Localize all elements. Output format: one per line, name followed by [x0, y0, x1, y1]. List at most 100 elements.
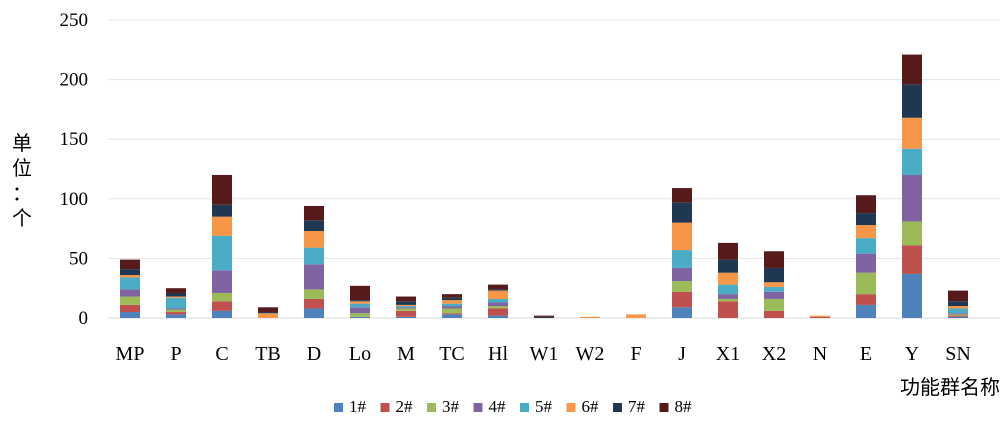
bar-segment — [488, 290, 508, 299]
bar-segment — [488, 284, 508, 290]
bar-segment — [856, 238, 876, 254]
bar-segment — [626, 314, 646, 318]
bar-segment — [948, 290, 968, 302]
legend-label: 3# — [442, 397, 460, 416]
legend-swatch — [659, 403, 669, 412]
bar-segment — [856, 213, 876, 226]
bar-segment — [856, 304, 876, 318]
bar-segment — [718, 272, 738, 285]
legend-label: 6# — [582, 397, 600, 416]
bar-segment — [120, 296, 140, 305]
bar-segment — [304, 205, 324, 221]
bar-segment — [902, 84, 922, 118]
bar-segment — [120, 269, 140, 276]
legend-swatch — [520, 403, 529, 412]
x-tick-label: TB — [255, 343, 281, 365]
bar-segment — [534, 315, 554, 317]
y-axis-label-char: 位 — [12, 157, 32, 180]
x-tick-label: X1 — [716, 343, 740, 365]
bar-segment — [166, 312, 186, 315]
bar-segment — [120, 289, 140, 297]
bar-segment — [534, 316, 554, 318]
bar-segment — [212, 301, 232, 311]
bar-segment — [764, 267, 784, 283]
bar-segment — [488, 298, 508, 303]
bar-segment — [442, 313, 462, 315]
bar-segment — [488, 308, 508, 316]
bar-segment — [672, 291, 692, 308]
legend-swatch — [613, 403, 622, 412]
bar-segment — [902, 245, 922, 274]
bar-segment — [120, 312, 140, 318]
bar-segment — [304, 230, 324, 248]
bar-segment — [948, 301, 968, 307]
bar-segment — [396, 301, 416, 305]
bar-segment — [902, 221, 922, 246]
bar-segment — [166, 292, 186, 297]
legend-label: 7# — [628, 397, 646, 416]
legend-swatch — [473, 403, 483, 412]
bar-segment — [948, 306, 968, 309]
bar-segment — [120, 259, 140, 270]
y-tick-label: 0 — [79, 308, 89, 329]
bar-segment — [304, 298, 324, 309]
bar-segment — [442, 314, 462, 318]
bar-segment — [718, 301, 738, 318]
bar-segment — [166, 309, 186, 313]
bar-segment — [902, 117, 922, 149]
x-tick-label: W2 — [576, 343, 605, 365]
x-tick-label: Y — [905, 343, 919, 365]
bar-segment — [212, 292, 232, 302]
bar-segment — [258, 307, 278, 313]
bar-segment — [764, 310, 784, 318]
y-axis-label: 单位 ：个 — [12, 132, 32, 230]
bar-segment — [442, 303, 462, 307]
bar-segment — [902, 54, 922, 85]
bar-segment — [902, 148, 922, 175]
x-tick-label: X2 — [762, 343, 786, 365]
bar-segment — [672, 202, 692, 223]
x-tick-label: M — [397, 343, 415, 365]
bar-segment — [764, 251, 784, 268]
bar-segment — [258, 313, 278, 318]
y-tick-label: 100 — [60, 189, 89, 210]
bar-segment — [350, 300, 370, 302]
x-tick-label: Hl — [488, 343, 508, 365]
y-axis-label-char: ： — [12, 183, 32, 205]
bar-segment — [350, 316, 370, 318]
bars — [120, 54, 968, 318]
bar-segment — [442, 300, 462, 304]
bar-segment — [304, 264, 324, 290]
legend-swatch — [427, 403, 436, 412]
legend-swatch — [566, 403, 576, 412]
legend: 1# 2# 3# 4# 5# 6# 7# 8# — [334, 397, 692, 416]
bar-segment — [948, 314, 968, 316]
legend-swatch — [334, 403, 343, 412]
bar-segment — [764, 298, 784, 311]
bar-segment — [672, 307, 692, 318]
x-tick-label: E — [860, 343, 872, 365]
bar-segment — [902, 174, 922, 222]
axes: 0 50 100 150 200 250 — [60, 10, 1000, 329]
legend-label: 8# — [675, 397, 693, 416]
bar-segment — [948, 308, 968, 314]
bar-segment — [718, 284, 738, 295]
legend-label: 2# — [396, 397, 414, 416]
bar-segment — [488, 315, 508, 318]
bar-segment — [166, 288, 186, 293]
bar-segment — [856, 272, 876, 295]
legend-label: 4# — [489, 397, 507, 416]
bar-segment — [120, 275, 140, 278]
bar-segment — [396, 296, 416, 302]
bar-segment — [120, 277, 140, 290]
bar-segment — [856, 195, 876, 214]
bar-segment — [350, 307, 370, 314]
bar-segment — [672, 281, 692, 292]
bar-segment — [488, 302, 508, 307]
bar-segment — [212, 204, 232, 217]
y-tick-label: 200 — [60, 70, 89, 91]
bar-segment — [856, 225, 876, 239]
bar-segment — [488, 306, 508, 309]
legend-swatch — [380, 403, 390, 412]
